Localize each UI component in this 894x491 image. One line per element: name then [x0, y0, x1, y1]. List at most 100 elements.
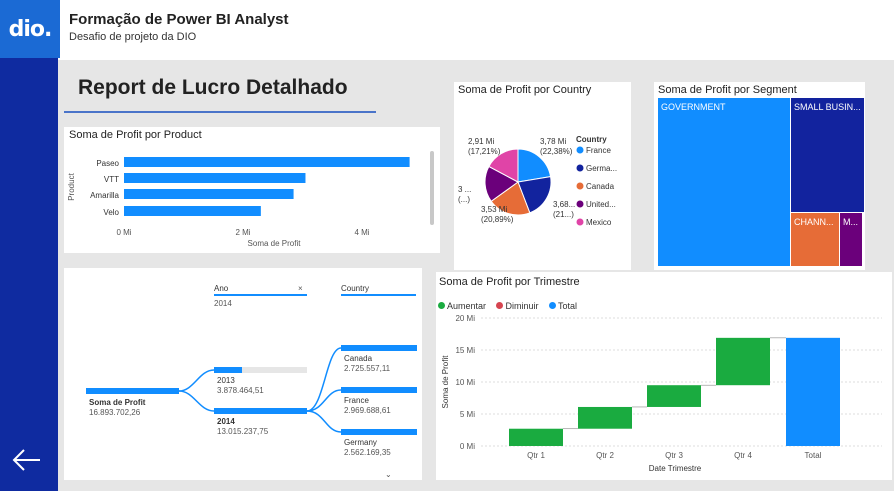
waterfall-y-tick: 5 Mi: [460, 410, 475, 419]
decomp-node-label: Germany: [344, 438, 377, 447]
pie-legend-marker: [576, 182, 584, 190]
legend-item-diminuir[interactable]: Diminuir: [496, 300, 539, 311]
pie-data-label-pct: (17,21%): [468, 147, 501, 156]
segment-chart-card[interactable]: Soma de Profit por Segment GOVERNMENT SMA…: [654, 82, 865, 270]
product-bar-chart: Paseo VTT Amarilla Velo 0 Mi 2 Mi 4 Mi Soma de …: [67, 151, 434, 248]
decomp-node-label: 2014: [217, 417, 235, 426]
pie-legend-marker: [576, 146, 584, 154]
product-category-label: VTT: [104, 175, 119, 184]
waterfall-bar: [647, 385, 701, 407]
pie-slice: [517, 148, 552, 183]
decomp-root-value: 16.893.702,26: [89, 408, 141, 417]
decomp-connector: [178, 369, 215, 392]
app-subtitle: Desafio de projeto da DIO: [69, 31, 197, 43]
decomp-node-track: [214, 367, 307, 373]
treemap-tile: [791, 213, 839, 266]
pie-legend-title: Country: [576, 135, 607, 144]
decomposition-tree: Ano × 2014 Country Soma de Profit16.893.702,…: [86, 284, 417, 479]
product-x-axis-title: Soma de Profit: [248, 239, 302, 248]
decomp-root-bar: [86, 388, 179, 394]
pie-legend-marker: [576, 164, 584, 172]
legend-item-total[interactable]: Total: [548, 300, 577, 311]
waterfall-x-tick: Total: [805, 451, 822, 460]
product-bar: [124, 189, 294, 199]
waterfall-y-tick: 0 Mi: [460, 442, 475, 451]
decomp-node-label: Canada: [344, 354, 373, 363]
legend-label-aumentar: Aumentar: [447, 300, 487, 311]
product-bar: [124, 206, 261, 216]
country-chart-card[interactable]: Soma de Profit por Country 3,78 Mi (22,38…: [454, 82, 631, 270]
product-bar: [124, 173, 306, 183]
decomp-root-label: Soma de Profit: [89, 398, 146, 407]
waterfall-x-tick: Qtr 2: [596, 451, 614, 460]
pie-slice: [517, 176, 552, 214]
treemap-tile: [840, 213, 862, 266]
back-arrow-button[interactable]: [8, 440, 48, 480]
quarter-chart-card[interactable]: Soma de Profit por Trimestre Aumentar Di…: [436, 272, 892, 480]
decomp-node-bar: [341, 387, 417, 393]
decomp-filter-value: 2014: [214, 299, 232, 308]
product-x-tick: 0 Mi: [116, 228, 131, 237]
dio-logo: dio.: [0, 0, 60, 58]
waterfall-bar: [509, 428, 563, 446]
product-category-label: Paseo: [96, 159, 119, 168]
product-bar: [124, 157, 410, 167]
pie-legend-label: France: [586, 146, 611, 155]
legend-label-diminuir: Diminuir: [505, 300, 539, 311]
pie-data-label-pct: (20,89%): [481, 215, 514, 224]
product-y-axis-title: Product: [67, 172, 76, 200]
decomp-node-bar: [214, 408, 307, 414]
pie-data-label-value: 3,53 Mi: [481, 205, 507, 214]
waterfall-bar: [786, 337, 840, 446]
treemap-tile-label: GOVERNMENT: [661, 102, 726, 112]
pie-slice: [490, 181, 531, 216]
decomp-node-value: 2.562.169,35: [344, 448, 391, 457]
pie-data-label-pct: (...): [458, 195, 470, 204]
waterfall-y-axis-title: Soma de Profit: [441, 355, 450, 409]
waterfall-bar: [578, 406, 632, 429]
waterfall-x-axis-title: Date Trimestre: [649, 464, 702, 473]
decomp-header-ano: Ano: [214, 284, 229, 293]
waterfall-y-tick: 10 Mi: [455, 378, 475, 387]
report-title: Report de Lucro Detalhado: [78, 76, 348, 99]
product-x-tick: 2 Mi: [235, 228, 250, 237]
decomp-node-label: France: [344, 396, 369, 405]
decomp-connector: [306, 347, 342, 412]
waterfall-x-tick: Qtr 3: [665, 451, 683, 460]
pie-data-label-value: 3,68...: [553, 200, 575, 209]
country-pie-chart: 3,78 Mi(22,38%) 3,68...(21...) 3,53 Mi(20,…: [458, 135, 617, 227]
pie-legend-label: Canada: [586, 182, 615, 191]
pie-data-label-value: 3 ...: [458, 185, 471, 194]
app-title: Formação de Power BI Analyst: [69, 11, 289, 28]
decomposition-tree-card[interactable]: Ano × 2014 Country Soma de Profit 16.893.702,…: [64, 268, 422, 480]
report-title-underline: [64, 111, 376, 113]
back-arrow-icon: [12, 449, 40, 471]
decomp-header-country: Country: [341, 284, 369, 293]
pie-data-label-value: 2,91 Mi: [468, 137, 494, 146]
decomp-node-value: 2.725.557,11: [344, 364, 391, 373]
segment-treemap: GOVERNMENT SMALL BUSIN... CHANN... M...: [658, 98, 864, 266]
decomp-connector: [306, 389, 342, 412]
country-chart-title: Soma de Profit por Country: [458, 84, 592, 96]
product-x-tick: 4 Mi: [354, 228, 369, 237]
waterfall-y-tick: 20 Mi: [455, 314, 475, 323]
waterfall-y-tick: 15 Mi: [455, 346, 475, 355]
header: [0, 0, 894, 60]
waterfall-legend: Aumentar Diminuir Total: [438, 296, 583, 314]
pie-data-label-pct: (21...): [553, 210, 574, 219]
product-chart-card[interactable]: Soma de Profit por Product Paseo VTT Amari…: [64, 127, 440, 253]
decomp-close-icon: ×: [298, 284, 303, 293]
pie-legend-marker: [576, 200, 584, 208]
decomp-node-value: 2.969.688,61: [344, 406, 391, 415]
decomp-node-label: 2013: [217, 376, 235, 385]
legend-label-total: Total: [557, 300, 577, 311]
quarter-chart-title: Soma de Profit por Trimestre: [439, 276, 580, 288]
treemap-tile: [658, 98, 790, 266]
treemap-tile-label: SMALL BUSIN...: [794, 102, 861, 112]
pie-legend-label: United...: [586, 200, 616, 209]
product-scrollbar[interactable]: [430, 151, 434, 225]
pie-legend-marker: [576, 218, 584, 226]
product-category-label: Velo: [103, 208, 119, 217]
legend-item-aumentar[interactable]: Aumentar: [438, 301, 486, 311]
decomp-node-bar: [214, 367, 242, 373]
